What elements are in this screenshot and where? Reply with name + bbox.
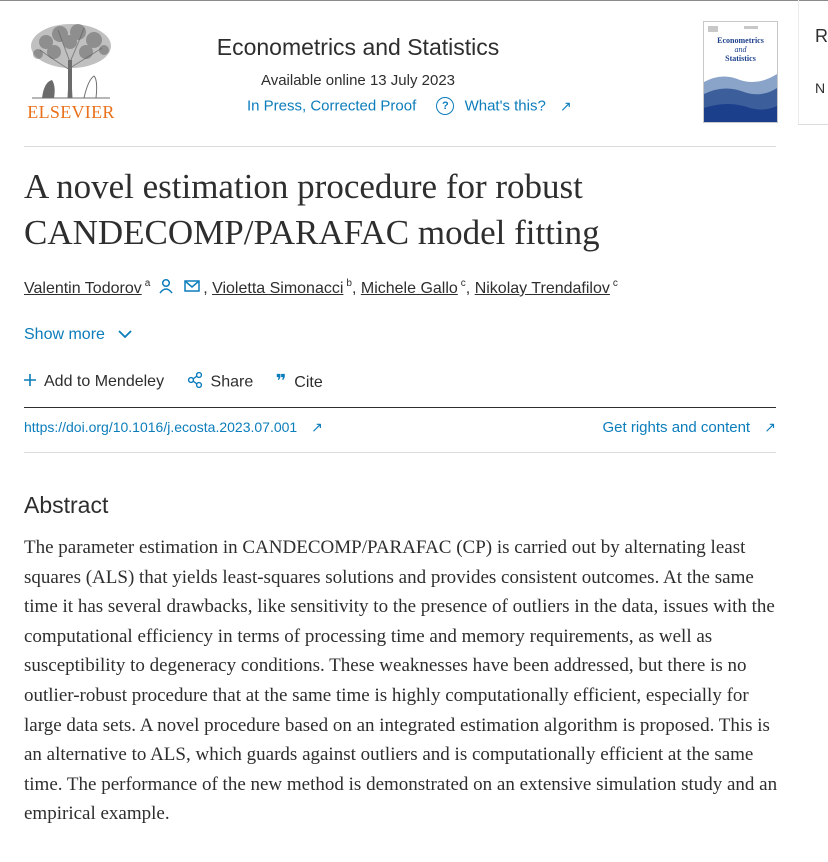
external-link-icon: ↗: [311, 419, 323, 435]
affiliation-marker[interactable]: c: [460, 278, 466, 289]
show-more-button[interactable]: Show more: [24, 326, 133, 344]
available-online-date: Available online 13 July 2023: [260, 72, 456, 89]
quote-icon: ❞: [275, 371, 287, 393]
author-link[interactable]: Valentin Todorov: [24, 280, 142, 297]
add-to-mendeley-button[interactable]: Add to Mendeley: [24, 373, 164, 391]
share-icon: [187, 371, 203, 393]
doi-top-divider: [24, 407, 776, 408]
sidebar-text-partial[interactable]: N: [815, 80, 826, 96]
journal-cover[interactable]: Econometrics and Statistics: [703, 21, 778, 123]
person-icon[interactable]: [158, 278, 174, 299]
author-link[interactable]: Violetta Simonacci: [212, 280, 344, 297]
sidebar-divider: [798, 0, 799, 124]
author-separator: ,: [465, 280, 475, 297]
article-title: A novel estimation procedure for robust …: [24, 167, 600, 252]
external-link-icon: ↗: [764, 419, 776, 435]
share-label: Share: [210, 373, 254, 391]
header-divider: [24, 146, 776, 147]
whats-this-link[interactable]: What's this?: [464, 97, 546, 115]
status-row: In Press, Corrected Proof ? What's this?…: [247, 97, 572, 116]
cover-title: Econometrics and Statistics: [717, 36, 764, 63]
affiliation-marker[interactable]: a: [144, 278, 151, 289]
question-icon[interactable]: ?: [436, 97, 455, 116]
mail-icon[interactable]: [184, 279, 200, 298]
abstract-heading: Abstract: [24, 492, 109, 518]
tree-logo-icon: [24, 20, 118, 100]
author-link[interactable]: Michele Gallo: [360, 280, 458, 297]
plus-icon: [24, 373, 36, 391]
sidebar-divider-h: [798, 124, 828, 125]
chevron-down-icon: [117, 326, 133, 344]
journal-title[interactable]: Econometrics and Statistics: [216, 34, 500, 60]
status-label: In Press, Corrected Proof: [247, 97, 417, 115]
doi-bottom-divider: [24, 452, 776, 453]
sidebar-heading-partial: R: [815, 26, 828, 46]
top-border: [0, 0, 828, 1]
rights-link[interactable]: Get rights and content ↗: [603, 419, 777, 436]
author-link[interactable]: Nikolay Trendafilov: [474, 280, 610, 297]
share-button[interactable]: Share: [187, 371, 254, 393]
author-separator: ,: [203, 280, 213, 297]
show-more-label: Show more: [24, 326, 105, 344]
cover-art-icon: [704, 22, 777, 122]
author-separator: ,: [351, 280, 361, 297]
mendeley-label: Add to Mendeley: [44, 373, 165, 391]
affiliation-marker[interactable]: b: [346, 278, 352, 289]
publisher-name: ELSEVIER: [27, 102, 115, 122]
abstract-text: The parameter estimation in CANDECOMP/PA…: [24, 537, 778, 825]
external-link-icon: ↗: [559, 97, 572, 114]
author-list: Valentin Todorov a , Violetta Simonacci b,…: [24, 278, 618, 299]
rights-text: Get rights and content: [602, 419, 751, 436]
cite-label: Cite: [294, 373, 323, 391]
cite-button[interactable]: ❞ Cite: [275, 371, 323, 393]
doi-link[interactable]: https://doi.org/10.1016/j.ecosta.2023.07…: [24, 419, 323, 436]
doi-text: https://doi.org/10.1016/j.ecosta.2023.07…: [24, 419, 298, 435]
article-actions: Add to Mendeley Share ❞ Cite: [24, 371, 341, 393]
elsevier-logo[interactable]: ELSEVIER: [24, 20, 118, 124]
affiliation-marker[interactable]: c: [612, 278, 618, 289]
